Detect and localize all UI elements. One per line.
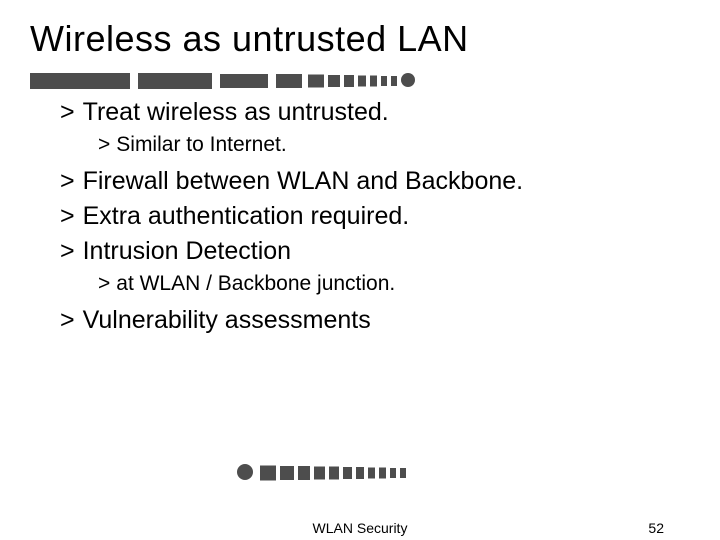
chevron-icon: > bbox=[60, 202, 75, 231]
chevron-icon: > bbox=[60, 306, 75, 335]
slide-title: Wireless as untrusted LAN bbox=[30, 18, 690, 60]
bullet-text: Treat wireless as untrusted. bbox=[83, 98, 389, 127]
bullet-lvl1: > Extra authentication required. bbox=[60, 202, 690, 231]
bullet-text: Intrusion Detection bbox=[83, 237, 291, 266]
bullet-text: at WLAN / Backbone junction. bbox=[116, 272, 395, 296]
bullet-text: Firewall between WLAN and Backbone. bbox=[83, 167, 524, 196]
bullet-lvl1: > Firewall between WLAN and Backbone. bbox=[60, 167, 690, 196]
chevron-icon: > bbox=[60, 237, 75, 266]
footer-title: WLAN Security bbox=[0, 520, 720, 536]
decoration-top bbox=[30, 72, 430, 90]
bullet-lvl2: > Similar to Internet. bbox=[98, 133, 690, 157]
bullet-lvl1: > Treat wireless as untrusted. bbox=[60, 98, 690, 127]
bullet-lvl2: > at WLAN / Backbone junction. bbox=[98, 272, 690, 296]
slide: Wireless as untrusted LAN > Treat wirele… bbox=[0, 0, 720, 540]
chevron-icon: > bbox=[98, 133, 110, 157]
bullet-text: Extra authentication required. bbox=[83, 202, 410, 231]
chevron-icon: > bbox=[98, 272, 110, 296]
bullet-text: Similar to Internet. bbox=[116, 133, 286, 157]
chevron-icon: > bbox=[60, 98, 75, 127]
decoration-bottom bbox=[230, 464, 430, 482]
slide-content: > Treat wireless as untrusted. > Similar… bbox=[60, 98, 690, 335]
bullet-lvl1: > Vulnerability assessments bbox=[60, 306, 690, 335]
bullet-text: Vulnerability assessments bbox=[83, 306, 371, 335]
chevron-icon: > bbox=[60, 167, 75, 196]
page-number: 52 bbox=[648, 520, 664, 536]
bullet-lvl1: > Intrusion Detection bbox=[60, 237, 690, 266]
